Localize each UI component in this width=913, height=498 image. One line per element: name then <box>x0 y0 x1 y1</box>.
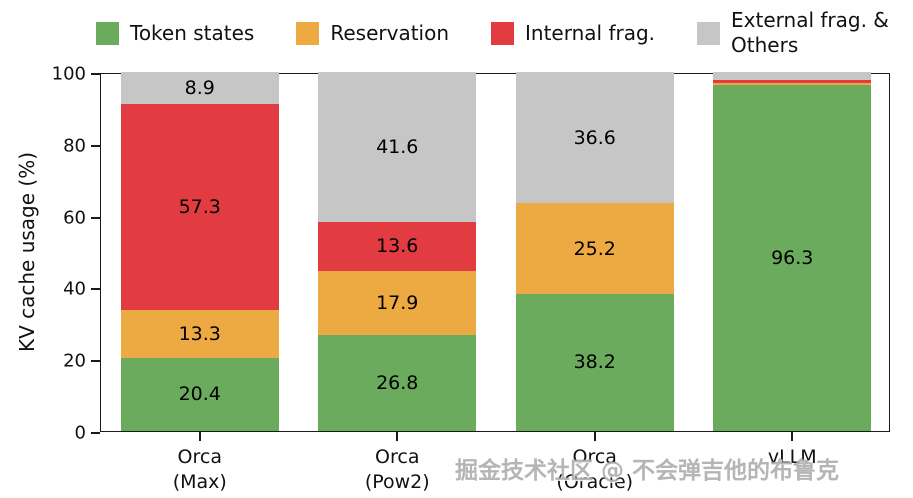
bar-segment <box>713 72 872 81</box>
bar-value-label: 13.6 <box>376 235 419 258</box>
plot-area: 0 20 40 60 80 100 20.4 13.3 57.3 8.9 Orca (Max) 26.8… <box>52 64 890 493</box>
x-tick-mark <box>593 432 596 441</box>
legend-item: Internal frag. <box>491 21 655 46</box>
chart-legend: Token states Reservation Internal frag. Ext… <box>96 8 901 58</box>
stacked-bar: 38.2 25.2 36.6 <box>515 72 674 431</box>
bar-segment <box>318 72 477 222</box>
legend-label: External frag. & Others <box>731 8 889 57</box>
bar-value-label: 57.3 <box>178 196 221 219</box>
y-axis-label: KV cache usage (%) <box>15 151 39 353</box>
y-tick-label: 20 <box>63 350 86 372</box>
bar-value-label: 17.9 <box>376 291 419 314</box>
bar-segment <box>515 203 674 294</box>
legend-item: Reservation <box>296 21 449 46</box>
stacked-bar: 96.3 <box>713 72 872 431</box>
y-tick-mark <box>91 288 100 291</box>
legend-swatch-icon <box>296 21 320 45</box>
y-tick-mark <box>91 432 100 434</box>
bar-segment <box>120 104 279 311</box>
legend-item: Token states <box>96 21 254 46</box>
bar-segment <box>713 80 872 84</box>
bar-value-label: 38.2 <box>573 351 616 374</box>
y-tick-mark <box>91 360 100 363</box>
bar-value-label: 8.9 <box>184 77 215 100</box>
x-tick-label: Orca (Pow2) <box>364 446 430 493</box>
stacked-bar: 26.8 17.9 13.6 41.6 <box>318 72 477 431</box>
bar-value-label: 20.4 <box>178 383 221 406</box>
y-tick-mark <box>91 144 100 147</box>
bar-segment <box>318 334 477 431</box>
legend-swatch-icon <box>491 21 515 45</box>
legend-label: Token states <box>130 20 255 45</box>
x-tick-mark <box>396 432 399 441</box>
bar-segment <box>120 310 279 358</box>
bar-segment <box>318 221 477 271</box>
y-tick-label: 60 <box>63 207 86 229</box>
bar-value-label: 36.6 <box>573 126 616 149</box>
y-tick-label: 80 <box>63 135 86 157</box>
y-tick-label: 40 <box>63 278 86 300</box>
y-tick-mark <box>91 216 100 219</box>
bar-value-label: 25.2 <box>573 237 616 260</box>
legend-label: Reservation <box>330 20 450 45</box>
x-tick-label: Orca (Max) <box>172 446 227 493</box>
bar-value-label: 26.8 <box>376 371 419 394</box>
x-tick-label: vLLM <box>767 446 817 468</box>
legend-swatch-icon <box>96 21 119 45</box>
bar-segment <box>713 83 872 86</box>
legend-item: External frag. & Others <box>697 8 901 58</box>
bar-segment <box>713 85 872 431</box>
y-tick-label: 0 <box>74 422 86 444</box>
stacked-bar: 20.4 13.3 57.3 8.9 <box>120 72 279 431</box>
legend-swatch-icon <box>697 21 721 45</box>
y-tick-label: 100 <box>51 63 86 85</box>
bar-segment <box>318 270 477 335</box>
x-tick-mark <box>791 432 794 441</box>
watermark: 掘金技术社区 @ 不会弹吉他的布鲁克 <box>455 458 840 484</box>
bar-segment <box>120 357 279 431</box>
bar-value-label: 13.3 <box>178 322 221 345</box>
bar-segment <box>515 293 674 431</box>
x-tick-mark <box>198 432 201 441</box>
x-tick-label: Orca (Oracle) <box>556 446 634 493</box>
bar-value-label: 41.6 <box>376 136 419 159</box>
y-tick-mark <box>91 73 100 75</box>
bar-value-label: 96.3 <box>771 247 814 270</box>
legend-label: Internal frag. <box>525 20 656 45</box>
bar-segment <box>120 72 279 105</box>
bar-segment <box>515 72 674 204</box>
